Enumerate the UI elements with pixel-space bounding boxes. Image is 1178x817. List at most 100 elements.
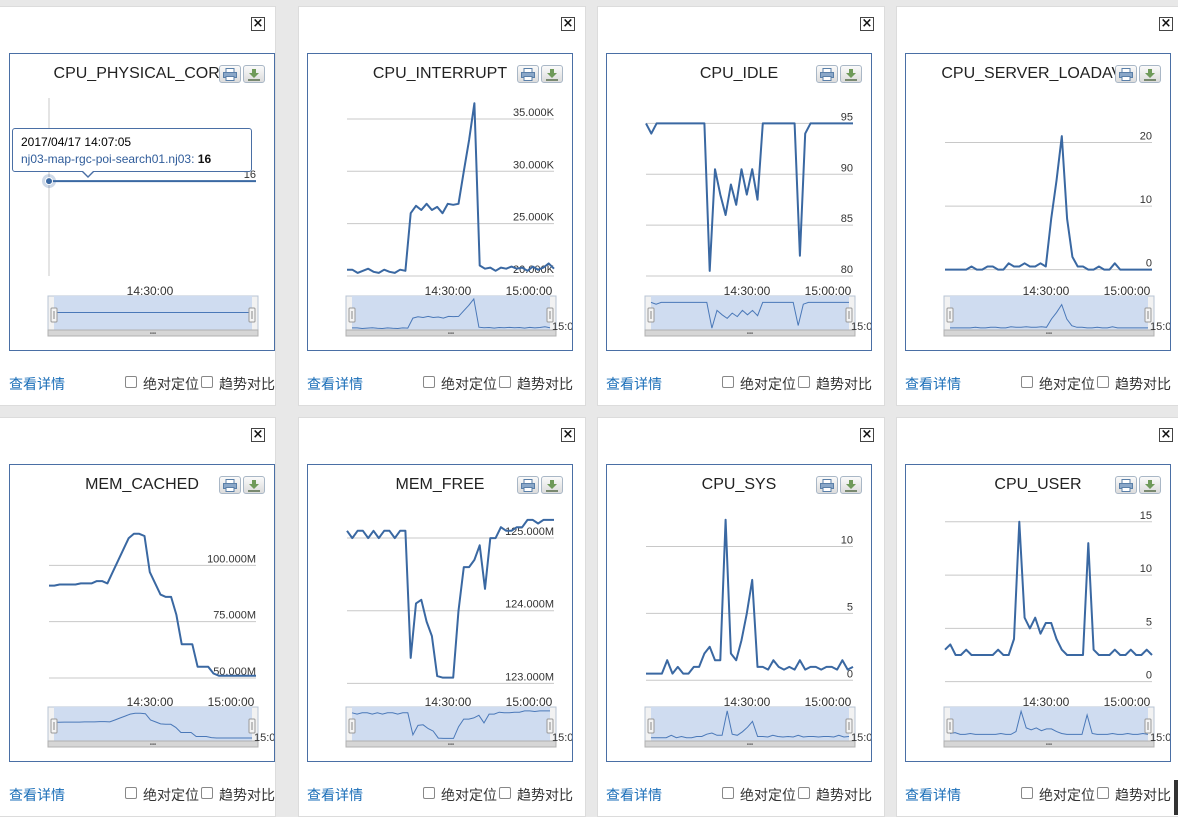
x-tick-label: 14:30:00 — [127, 284, 174, 298]
absolute-position-checkbox[interactable] — [1021, 376, 1033, 388]
download-button[interactable] — [840, 65, 862, 83]
y-tick-label: 125.000M — [505, 526, 554, 538]
navigator-scrollbar[interactable] — [644, 329, 856, 337]
trend-compare-option[interactable]: 趋势对比 — [1097, 785, 1171, 805]
print-button[interactable] — [517, 476, 539, 494]
print-button[interactable] — [517, 65, 539, 83]
navigator-selection[interactable] — [950, 707, 1148, 741]
navigator-scrollbar[interactable] — [47, 329, 259, 337]
print-button[interactable] — [219, 476, 241, 494]
absolute-position-checkbox[interactable] — [423, 787, 435, 799]
absolute-position-option[interactable]: 绝对定位 — [125, 374, 199, 394]
close-card-button[interactable]: × — [561, 427, 575, 442]
absolute-position-checkbox[interactable] — [125, 787, 137, 799]
absolute-position-option[interactable]: 绝对定位 — [423, 374, 497, 394]
absolute-position-checkbox[interactable] — [722, 376, 734, 388]
print-button[interactable] — [219, 65, 241, 83]
scrollbar-grip-icon: ••• — [150, 332, 156, 338]
trend-compare-checkbox[interactable] — [798, 787, 810, 799]
scrollbar-grip-icon: ••• — [747, 332, 753, 338]
absolute-position-checkbox[interactable] — [1021, 787, 1033, 799]
chart-title: CPU_USER — [994, 476, 1082, 493]
view-details-link[interactable]: 查看详情 — [606, 787, 662, 803]
absolute-position-option[interactable]: 绝对定位 — [423, 785, 497, 805]
print-button[interactable] — [816, 476, 838, 494]
chart-frame: MEM_CACHED 50.000M 75.000M 100.000M 14:30:00… — [9, 464, 275, 762]
print-button[interactable] — [1115, 65, 1137, 83]
absolute-position-checkbox[interactable] — [125, 376, 137, 388]
chart-card: × MEM_FREE 123.000M 124.000M 125.000M 14:30:0… — [298, 417, 586, 817]
download-button[interactable] — [1139, 65, 1161, 83]
chart-title: CPU_SYS — [701, 476, 777, 493]
trend-compare-checkbox[interactable] — [201, 787, 213, 799]
navigator-scrollbar[interactable] — [644, 740, 856, 748]
scrollbar-grip-icon: ••• — [747, 743, 753, 749]
card-footer: 查看详情 绝对定位 趋势对比 — [606, 374, 880, 394]
trend-compare-checkbox[interactable] — [1097, 376, 1109, 388]
download-button[interactable] — [1139, 476, 1161, 494]
x-tick-label: 15:00:00 — [805, 284, 852, 298]
trend-compare-option[interactable]: 趋势对比 — [1097, 374, 1171, 394]
view-details-link[interactable]: 查看详情 — [9, 376, 65, 392]
y-tick-label: 20.000K — [513, 264, 555, 276]
close-card-button[interactable]: × — [561, 16, 575, 31]
absolute-position-option[interactable]: 绝对定位 — [722, 374, 796, 394]
trend-compare-option[interactable]: 趋势对比 — [499, 374, 573, 394]
absolute-position-option[interactable]: 绝对定位 — [722, 785, 796, 805]
trend-compare-checkbox[interactable] — [499, 787, 511, 799]
absolute-position-checkbox[interactable] — [722, 787, 734, 799]
view-details-link[interactable]: 查看详情 — [9, 787, 65, 803]
print-icon — [820, 68, 834, 81]
trend-compare-checkbox[interactable] — [499, 376, 511, 388]
absolute-position-option[interactable]: 绝对定位 — [1021, 785, 1095, 805]
absolute-position-option[interactable]: 绝对定位 — [1021, 374, 1095, 394]
close-card-button[interactable]: × — [860, 427, 874, 442]
navigator-scrollbar[interactable] — [943, 329, 1155, 337]
download-button[interactable] — [840, 476, 862, 494]
view-details-link[interactable]: 查看详情 — [905, 376, 961, 392]
hover-marker — [45, 177, 53, 186]
navigator-scrollbar[interactable] — [345, 329, 557, 337]
print-icon — [521, 68, 535, 81]
x-tick-label: 15:00:00 — [1104, 284, 1151, 298]
navigator-selection[interactable] — [950, 296, 1148, 330]
scrollbar-grip-icon: ••• — [150, 743, 156, 749]
trend-compare-checkbox[interactable] — [201, 376, 213, 388]
x-tick-label: 14:30:00 — [724, 695, 771, 709]
x-tick-label: 15:00:00 — [506, 695, 553, 709]
navigator-scrollbar[interactable] — [943, 740, 1155, 748]
series-line — [944, 520, 1153, 656]
absolute-position-option[interactable]: 绝对定位 — [125, 785, 199, 805]
trend-compare-option[interactable]: 趋势对比 — [798, 374, 872, 394]
chart-frame: CPU_SYS 0 5 10 14:30:00 15:00:00 ••• 15:0 — [606, 464, 872, 762]
navigator-scrollbar[interactable] — [345, 740, 557, 748]
view-details-link[interactable]: 查看详情 — [606, 376, 662, 392]
view-details-link[interactable]: 查看详情 — [307, 787, 363, 803]
scrollbar-grip-icon: ••• — [448, 743, 454, 749]
close-card-button[interactable]: × — [1159, 16, 1173, 31]
download-button[interactable] — [541, 65, 563, 83]
navigator-selection[interactable] — [54, 707, 252, 741]
trend-compare-option[interactable]: 趋势对比 — [201, 785, 275, 805]
close-card-button[interactable]: × — [251, 427, 265, 442]
trend-compare-option[interactable]: 趋势对比 — [798, 785, 872, 805]
close-card-button[interactable]: × — [860, 16, 874, 31]
page-scrollbar[interactable] — [1174, 780, 1178, 815]
download-button[interactable] — [243, 476, 265, 494]
navigator-scrollbar[interactable] — [47, 740, 259, 748]
download-button[interactable] — [243, 65, 265, 83]
trend-compare-option[interactable]: 趋势对比 — [201, 374, 275, 394]
download-button[interactable] — [541, 476, 563, 494]
print-button[interactable] — [816, 65, 838, 83]
close-card-button[interactable]: × — [1159, 427, 1173, 442]
view-details-link[interactable]: 查看详情 — [307, 376, 363, 392]
absolute-position-checkbox[interactable] — [423, 376, 435, 388]
trend-compare-checkbox[interactable] — [798, 376, 810, 388]
trend-compare-option[interactable]: 趋势对比 — [499, 785, 573, 805]
chart-svg: 20.000K 25.000K 30.000K 35.000K 14:30:00 15:0… — [345, 102, 572, 338]
close-card-button[interactable]: × — [251, 16, 265, 31]
view-details-link[interactable]: 查看详情 — [905, 787, 961, 803]
print-button[interactable] — [1115, 476, 1137, 494]
trend-compare-checkbox[interactable] — [1097, 787, 1109, 799]
navigator-selection[interactable] — [352, 296, 550, 330]
